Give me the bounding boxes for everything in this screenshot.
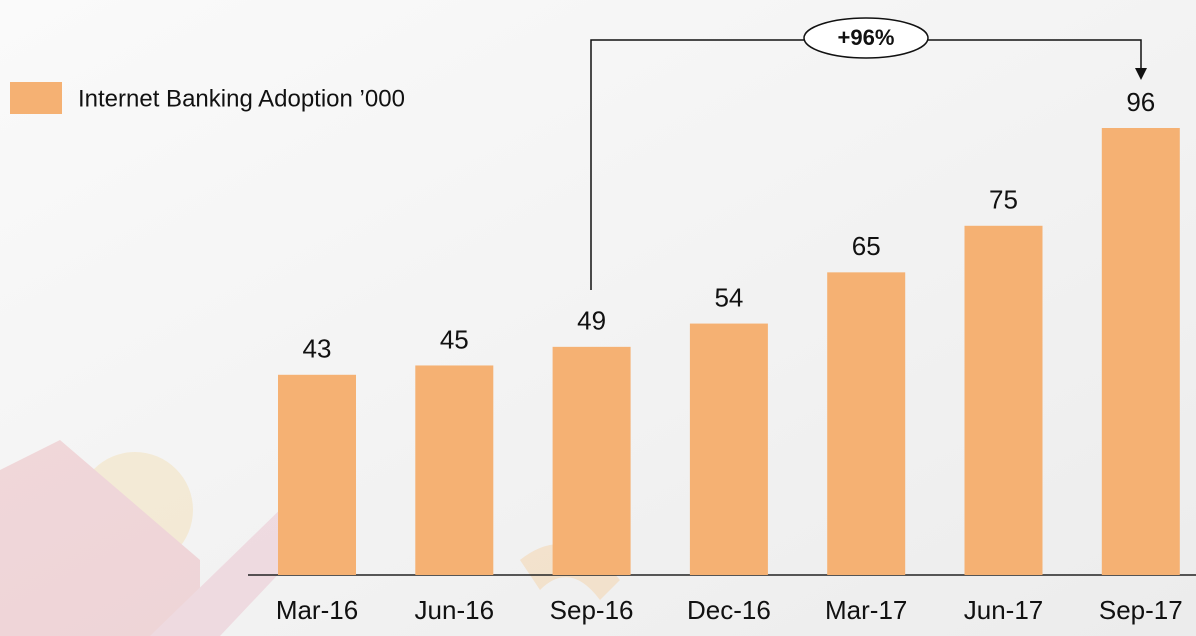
bar [827,272,906,575]
value-label: 96 [1126,87,1155,117]
bar [964,225,1043,575]
bar [278,374,356,575]
value-label: 75 [989,185,1018,215]
arrow-head [1135,68,1147,80]
annotation: +96% [838,25,895,50]
value-label: 45 [440,324,469,354]
x-tick-label: Jun-17 [964,595,1044,625]
x-tick-label: Sep-16 [550,595,634,625]
growth-bracket [590,39,1142,290]
x-tick-label: Sep-17 [1099,595,1183,625]
value-label: 49 [577,306,606,336]
legend-swatch [10,82,62,114]
bar [552,346,631,575]
bar [1101,128,1180,575]
value-label: 43 [303,334,332,364]
bar [415,365,494,575]
x-tick-label: Dec-16 [687,595,771,625]
x-tick-label: Mar-16 [276,595,358,625]
legend-label: Internet Banking Adoption ’000 [78,85,405,112]
value-label: 54 [714,282,743,312]
x-tick-label: Jun-16 [415,595,495,625]
x-tick-label: Mar-17 [825,595,907,625]
bar [689,323,768,575]
value-label: 65 [852,231,881,261]
annotation-bubble [803,17,929,59]
decoration [0,440,620,636]
